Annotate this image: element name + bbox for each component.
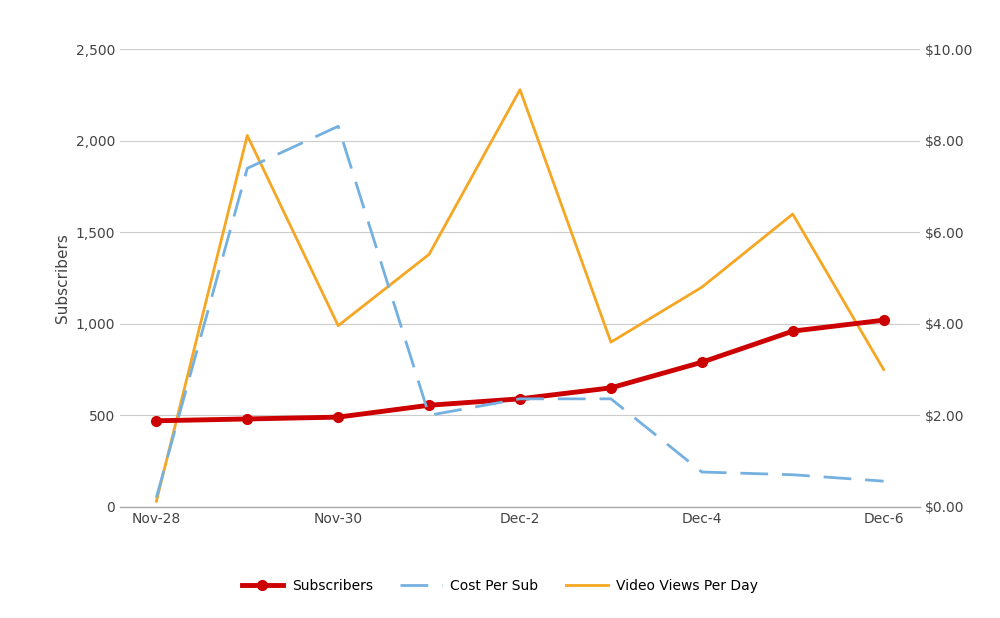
Y-axis label: Subscribers: Subscribers: [55, 233, 70, 323]
Legend: Subscribers, Cost Per Sub, Video Views Per Day: Subscribers, Cost Per Sub, Video Views P…: [236, 574, 764, 599]
